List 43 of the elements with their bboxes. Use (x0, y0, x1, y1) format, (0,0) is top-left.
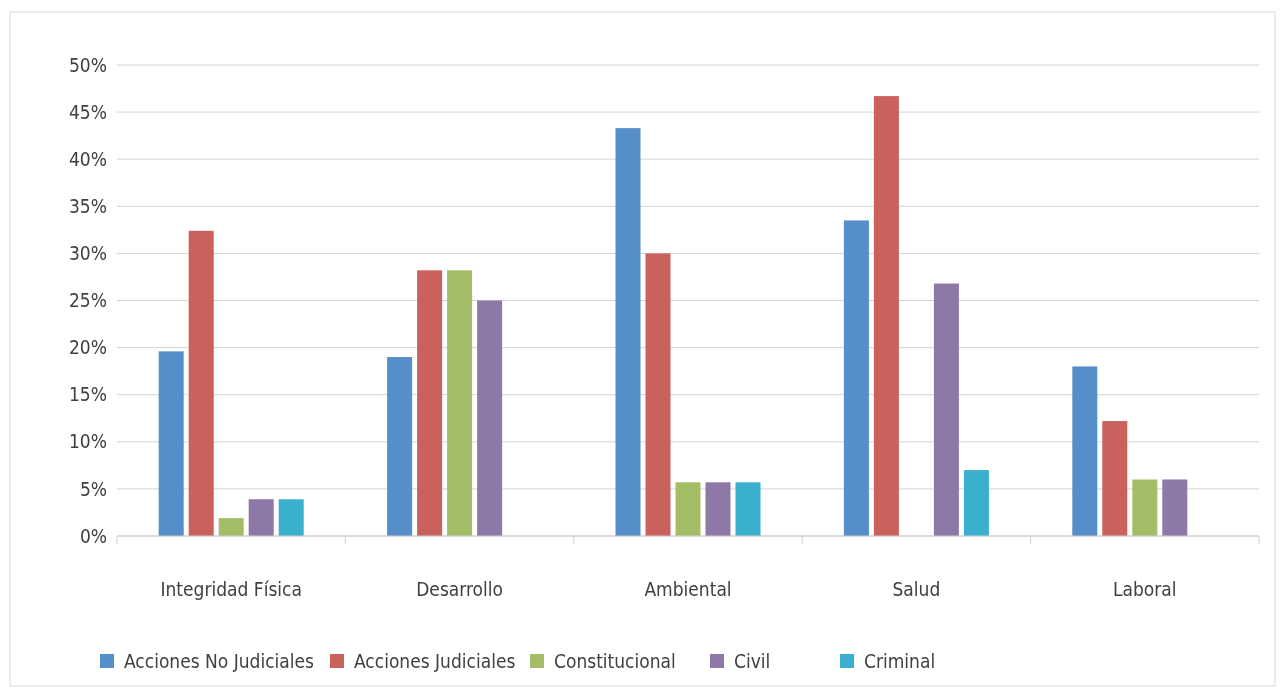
legend-label: Acciones Judiciales (354, 649, 516, 672)
x-tick-label: Ambiental (644, 578, 732, 600)
y-tick-label: 5% (79, 477, 107, 500)
y-tick-label: 15% (69, 383, 107, 406)
x-tick-label: Desarrollo (416, 578, 503, 600)
bar (278, 499, 304, 536)
bar (705, 482, 731, 536)
legend-label: Civil (734, 649, 771, 672)
bar (387, 357, 413, 536)
bar (1162, 479, 1188, 536)
y-tick-label: 35% (69, 194, 107, 217)
bar (933, 283, 959, 536)
bar (477, 300, 503, 536)
bar (1132, 479, 1158, 536)
y-tick-label: 20% (69, 336, 107, 359)
x-tick-label: Laboral (1113, 578, 1177, 600)
bar (248, 499, 274, 536)
bar (735, 482, 761, 536)
bar (1072, 366, 1098, 536)
legend-label: Criminal (864, 649, 936, 672)
bar (1102, 421, 1128, 536)
legend-label: Constitucional (554, 649, 676, 672)
bar (218, 518, 244, 536)
x-tick-label: Integridad Física (160, 578, 302, 600)
bar (158, 351, 184, 536)
y-tick-label: 0% (79, 524, 107, 547)
y-tick-label: 45% (69, 100, 107, 123)
y-tick-label: 10% (69, 430, 107, 453)
x-tick-label: Salud (892, 578, 941, 600)
bar (447, 270, 473, 536)
legend-label: Acciones No Judiciales (124, 649, 315, 672)
bar (675, 482, 701, 536)
y-tick-label: 50% (69, 53, 107, 76)
y-tick-label: 40% (69, 147, 107, 170)
bar (843, 220, 869, 536)
bar (873, 96, 899, 536)
bar (188, 230, 214, 536)
bar (963, 470, 989, 536)
bar (417, 270, 443, 536)
y-tick-label: 30% (69, 242, 107, 265)
bar (645, 253, 671, 536)
bar (615, 128, 641, 536)
y-tick-label: 25% (69, 289, 107, 312)
